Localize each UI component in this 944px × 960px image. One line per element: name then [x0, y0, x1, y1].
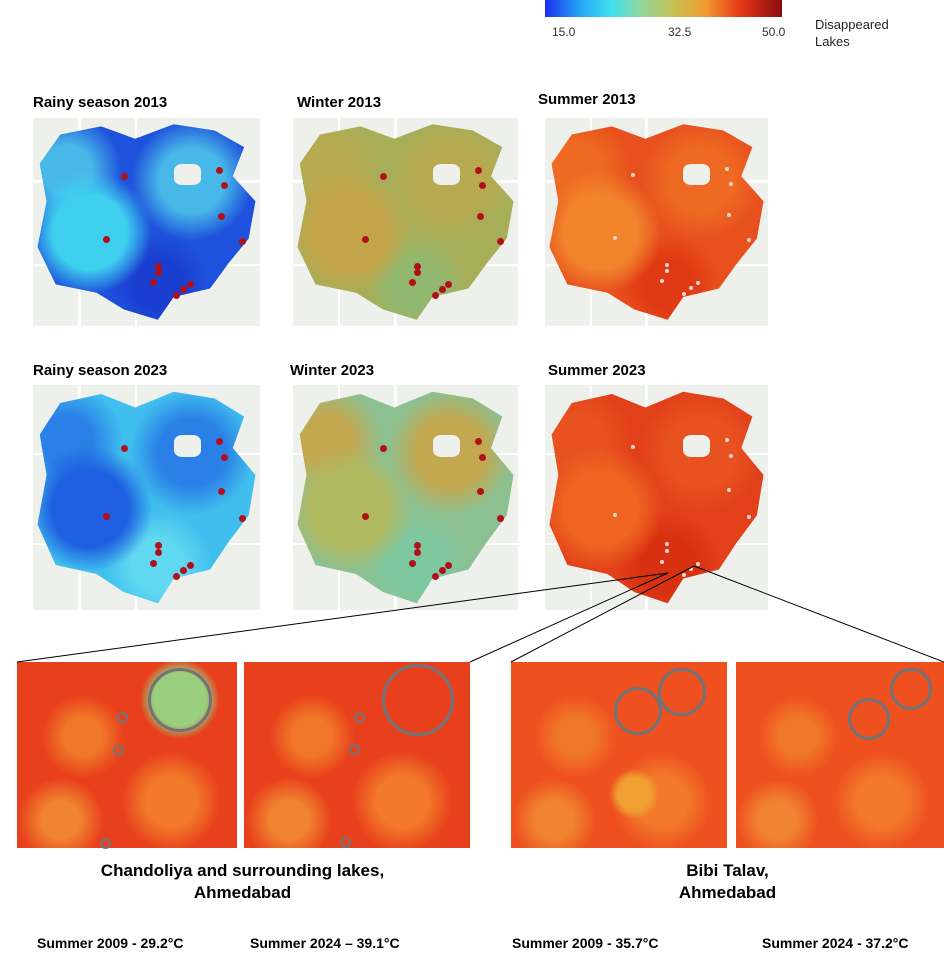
connector-lines: [0, 0, 944, 960]
page: 15.032.550.0Disappeared LakesRainy seaso…: [0, 0, 944, 960]
